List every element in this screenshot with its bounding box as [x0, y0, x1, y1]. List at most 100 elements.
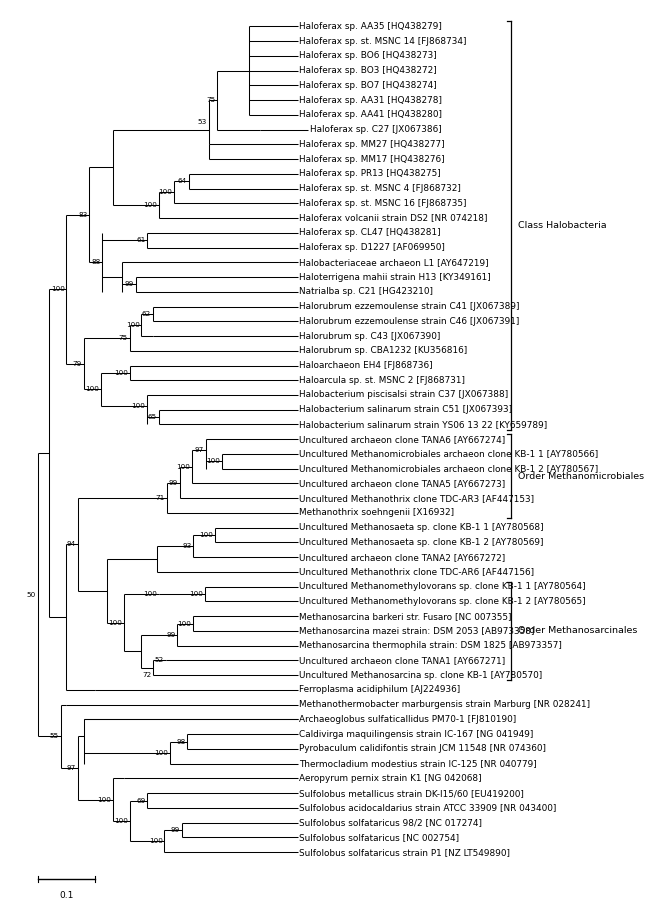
Text: 100: 100 — [132, 403, 145, 409]
Text: Halobacterium salinarum strain C51 [JX067393]: Halobacterium salinarum strain C51 [JX06… — [299, 405, 513, 414]
Text: Uncultured Methanomethylovorans sp. clone KB-1 2 [AY780565]: Uncultured Methanomethylovorans sp. clon… — [299, 597, 586, 606]
Text: Uncultured Methanosaeta sp. clone KB-1 2 [AY780569]: Uncultured Methanosaeta sp. clone KB-1 2… — [299, 538, 544, 547]
Text: 71: 71 — [156, 495, 165, 500]
Text: Uncultured Methanothrix clone TDC-AR3 [AF447153]: Uncultured Methanothrix clone TDC-AR3 [A… — [299, 494, 534, 503]
Text: Sulfolobus solfataricus 98/2 [NC 017274]: Sulfolobus solfataricus 98/2 [NC 017274] — [299, 818, 482, 827]
Text: Halorubrum sp. CBA1232 [KU356816]: Halorubrum sp. CBA1232 [KU356816] — [299, 347, 468, 356]
Text: 100: 100 — [143, 591, 157, 597]
Text: 100: 100 — [143, 202, 157, 208]
Text: Uncultured Methanomicrobiales archaeon clone KB-1 1 [AY780566]: Uncultured Methanomicrobiales archaeon c… — [299, 450, 599, 459]
Text: 100: 100 — [206, 458, 220, 464]
Text: 69: 69 — [136, 797, 145, 804]
Text: Caldivirga maquilingensis strain IC-167 [NG 041949]: Caldivirga maquilingensis strain IC-167 … — [299, 729, 534, 738]
Text: Uncultured archaeon clone TANA1 [AY667271]: Uncultured archaeon clone TANA1 [AY66727… — [299, 656, 505, 665]
Text: Methanosarcina barkeri str. Fusaro [NC 007355]: Methanosarcina barkeri str. Fusaro [NC 0… — [299, 612, 512, 621]
Text: Halorubrum sp. C43 [JX067390]: Halorubrum sp. C43 [JX067390] — [299, 331, 441, 340]
Text: Sulfolobus solfataricus [NC 002754]: Sulfolobus solfataricus [NC 002754] — [299, 833, 460, 842]
Text: 75: 75 — [119, 335, 128, 341]
Text: 0.1: 0.1 — [59, 891, 74, 900]
Text: Haloferax volcanii strain DS2 [NR 074218]: Haloferax volcanii strain DS2 [NR 074218… — [299, 214, 488, 223]
Text: 100: 100 — [126, 322, 140, 328]
Text: 100: 100 — [149, 838, 163, 844]
Text: 100: 100 — [114, 370, 128, 376]
Text: Haloferax sp. C27 [JX067386]: Haloferax sp. C27 [JX067386] — [310, 125, 442, 134]
Text: 88: 88 — [91, 259, 100, 265]
Text: 62: 62 — [142, 311, 151, 317]
Text: 97: 97 — [67, 765, 76, 771]
Text: Haloferax sp. BO7 [HQ438274]: Haloferax sp. BO7 [HQ438274] — [299, 81, 437, 90]
Text: 100: 100 — [177, 621, 192, 626]
Text: Haloferax sp. MM17 [HQ438276]: Haloferax sp. MM17 [HQ438276] — [299, 155, 445, 164]
Text: Haloferax sp. BO6 [HQ438273]: Haloferax sp. BO6 [HQ438273] — [299, 52, 437, 61]
Text: Ferroplasma acidiphilum [AJ224936]: Ferroplasma acidiphilum [AJ224936] — [299, 685, 460, 694]
Text: 100: 100 — [51, 286, 65, 292]
Text: Uncultured archaeon clone TANA6 [AY667274]: Uncultured archaeon clone TANA6 [AY66727… — [299, 434, 505, 443]
Text: Uncultured Methanothrix clone TDC-AR6 [AF447156]: Uncultured Methanothrix clone TDC-AR6 [A… — [299, 567, 534, 576]
Text: Uncultured Methanosaeta sp. clone KB-1 1 [AY780568]: Uncultured Methanosaeta sp. clone KB-1 1… — [299, 523, 544, 532]
Text: 79: 79 — [73, 361, 82, 367]
Text: Methanothermobacter marburgensis strain Marburg [NR 028241]: Methanothermobacter marburgensis strain … — [299, 700, 591, 710]
Text: 61: 61 — [136, 237, 145, 243]
Text: 50: 50 — [27, 592, 36, 597]
Text: 99: 99 — [171, 827, 180, 834]
Text: 100: 100 — [189, 591, 203, 597]
Text: 75: 75 — [206, 97, 216, 103]
Text: 52: 52 — [155, 657, 164, 663]
Text: 72: 72 — [142, 672, 151, 678]
Text: Haloferax sp. PR13 [HQ438275]: Haloferax sp. PR13 [HQ438275] — [299, 169, 441, 178]
Text: Haloferax sp. AA31 [HQ438278]: Haloferax sp. AA31 [HQ438278] — [299, 96, 442, 105]
Text: 93: 93 — [182, 543, 192, 549]
Text: 100: 100 — [199, 532, 213, 538]
Text: 99: 99 — [124, 281, 134, 288]
Text: 100: 100 — [155, 749, 169, 756]
Text: Haloferax sp. st. MSNC 4 [FJ868732]: Haloferax sp. st. MSNC 4 [FJ868732] — [299, 184, 461, 193]
Text: Halorubrum ezzemoulense strain C46 [JX067391]: Halorubrum ezzemoulense strain C46 [JX06… — [299, 317, 519, 326]
Text: 83: 83 — [79, 212, 88, 218]
Text: 100: 100 — [159, 189, 173, 195]
Text: Haloterrigena mahii strain H13 [KY349161]: Haloterrigena mahii strain H13 [KY349161… — [299, 272, 491, 281]
Text: Methanosarcina mazei strain: DSM 2053 [AB973358]: Methanosarcina mazei strain: DSM 2053 [A… — [299, 626, 535, 635]
Text: Uncultured archaeon clone TANA5 [AY667273]: Uncultured archaeon clone TANA5 [AY66727… — [299, 479, 505, 488]
Text: Haloarcula sp. st. MSNC 2 [FJ868731]: Haloarcula sp. st. MSNC 2 [FJ868731] — [299, 376, 465, 385]
Text: 53: 53 — [198, 119, 207, 125]
Text: 94: 94 — [67, 541, 76, 548]
Text: Order Methanosarcinales: Order Methanosarcinales — [518, 626, 638, 635]
Text: Class Halobacteria: Class Halobacteria — [518, 221, 607, 230]
Text: Archaeoglobus sulfaticallidus PM70-1 [FJ810190]: Archaeoglobus sulfaticallidus PM70-1 [FJ… — [299, 715, 517, 724]
Text: Uncultured Methanomethylovorans sp. clone KB-1 1 [AY780564]: Uncultured Methanomethylovorans sp. clon… — [299, 582, 586, 591]
Text: Uncultured Methanosarcina sp. clone KB-1 [AY780570]: Uncultured Methanosarcina sp. clone KB-1… — [299, 671, 542, 680]
Text: Uncultured Methanomicrobiales archaeon clone KB-1 2 [AY780567]: Uncultured Methanomicrobiales archaeon c… — [299, 464, 599, 473]
Text: Thermocladium modestius strain IC-125 [NR 040779]: Thermocladium modestius strain IC-125 [N… — [299, 759, 537, 768]
Text: 99: 99 — [169, 480, 178, 486]
Text: Sulfolobus metallicus strain DK-I15/60 [EU419200]: Sulfolobus metallicus strain DK-I15/60 [… — [299, 788, 524, 797]
Text: Sulfolobus acidocaldarius strain ATCC 33909 [NR 043400]: Sulfolobus acidocaldarius strain ATCC 33… — [299, 804, 556, 813]
Text: 100: 100 — [97, 796, 111, 803]
Text: Haloferax sp. MM27 [HQ438277]: Haloferax sp. MM27 [HQ438277] — [299, 139, 445, 148]
Text: Uncultured archaeon clone TANA2 [AY667272]: Uncultured archaeon clone TANA2 [AY66727… — [299, 553, 505, 562]
Text: Haloarchaeon EH4 [FJ868736]: Haloarchaeon EH4 [FJ868736] — [299, 361, 433, 370]
Text: Natrialba sp. C21 [HG423210]: Natrialba sp. C21 [HG423210] — [299, 287, 433, 296]
Text: Sulfolobus solfataricus strain P1 [NZ LT549890]: Sulfolobus solfataricus strain P1 [NZ LT… — [299, 848, 510, 857]
Text: Haloferax sp. BO3 [HQ438272]: Haloferax sp. BO3 [HQ438272] — [299, 66, 437, 75]
Text: 100: 100 — [85, 386, 99, 393]
Text: Haloferax sp. AA35 [HQ438279]: Haloferax sp. AA35 [HQ438279] — [299, 22, 442, 31]
Text: Pyrobaculum calidifontis strain JCM 11548 [NR 074360]: Pyrobaculum calidifontis strain JCM 1154… — [299, 745, 546, 754]
Text: Haloferax sp. D1227 [AF069950]: Haloferax sp. D1227 [AF069950] — [299, 243, 445, 252]
Text: Halobacterium salinarum strain YS06 13 22 [KY659789]: Halobacterium salinarum strain YS06 13 2… — [299, 420, 548, 429]
Text: 98: 98 — [177, 738, 185, 745]
Text: Methanothrix soehngenii [X16932]: Methanothrix soehngenii [X16932] — [299, 509, 454, 518]
Text: Haloferax sp. AA41 [HQ438280]: Haloferax sp. AA41 [HQ438280] — [299, 110, 442, 119]
Text: 100: 100 — [114, 818, 128, 824]
Text: Halorubrum ezzemoulense strain C41 [JX067389]: Halorubrum ezzemoulense strain C41 [JX06… — [299, 302, 520, 311]
Text: Aeropyrum pernix strain K1 [NG 042068]: Aeropyrum pernix strain K1 [NG 042068] — [299, 774, 482, 783]
Text: 64: 64 — [177, 178, 187, 184]
Text: 100: 100 — [176, 464, 190, 470]
Text: Haloferax sp. st. MSNC 14 [FJ868734]: Haloferax sp. st. MSNC 14 [FJ868734] — [299, 36, 467, 45]
Text: Methanosarcina thermophila strain: DSM 1825 [AB973357]: Methanosarcina thermophila strain: DSM 1… — [299, 642, 562, 650]
Text: 97: 97 — [195, 447, 204, 453]
Text: 55: 55 — [50, 733, 59, 739]
Text: Order Methanomicrobiales: Order Methanomicrobiales — [518, 472, 644, 481]
Text: Haloferax sp. CL47 [HQ438281]: Haloferax sp. CL47 [HQ438281] — [299, 228, 441, 237]
Text: Haloferax sp. st. MSNC 16 [FJ868735]: Haloferax sp. st. MSNC 16 [FJ868735] — [299, 199, 467, 208]
Text: 99: 99 — [166, 632, 175, 638]
